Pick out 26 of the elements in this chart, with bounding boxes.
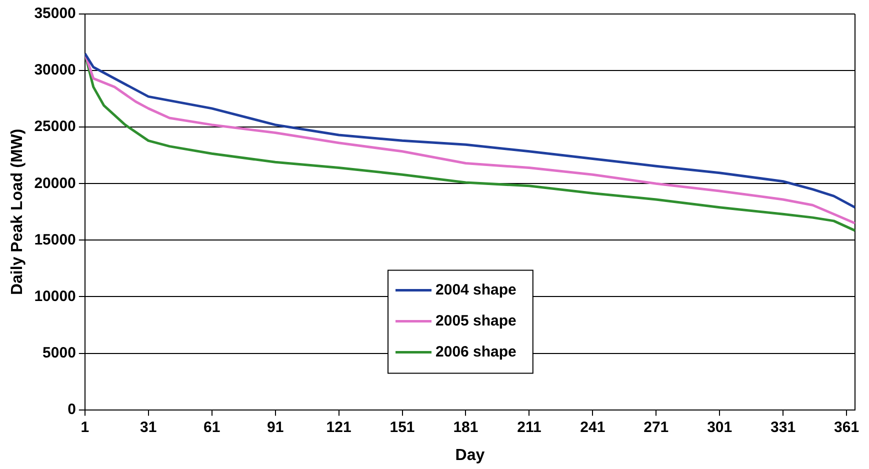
y-tick-label: 10000 xyxy=(34,288,76,305)
x-tick-label: 271 xyxy=(644,418,669,436)
y-tick-label: 0 xyxy=(68,400,76,418)
y-tick-label: 30000 xyxy=(34,62,76,79)
y-tick-label: 25000 xyxy=(34,118,76,136)
x-tick-label: 331 xyxy=(770,418,796,436)
x-tick-label: 31 xyxy=(140,418,157,436)
x-tick-label: 151 xyxy=(390,418,415,436)
legend-label: 2006 shape xyxy=(436,343,516,360)
legend-label: 2004 shape xyxy=(436,281,516,298)
x-tick-label: 301 xyxy=(707,418,732,436)
x-axis-title: Day xyxy=(455,446,485,464)
x-tick-label: 91 xyxy=(266,418,284,436)
x-tick-label: 1 xyxy=(80,418,90,436)
legend-label: 2005 shape xyxy=(436,312,516,330)
x-tick-label: 61 xyxy=(204,418,220,436)
x-tick-label: 241 xyxy=(580,418,606,436)
x-tick-label: 121 xyxy=(326,418,352,436)
y-tick-label: 35000 xyxy=(34,5,76,22)
y-tick-label: 5000 xyxy=(42,344,76,362)
x-tick-label: 211 xyxy=(517,418,542,436)
x-tick-label: 181 xyxy=(453,418,478,436)
y-axis-title: Daily Peak Load (MW) xyxy=(9,128,26,296)
x-tick-label: 361 xyxy=(834,418,860,436)
y-tick-label: 15000 xyxy=(34,231,76,248)
y-tick-label: 20000 xyxy=(34,174,76,192)
